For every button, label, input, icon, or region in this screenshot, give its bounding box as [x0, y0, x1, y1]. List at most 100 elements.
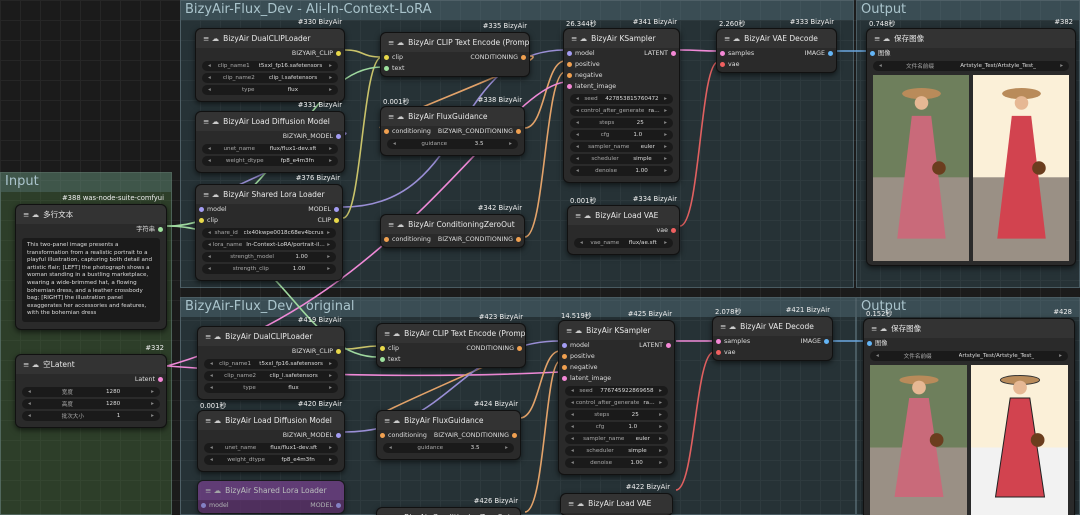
input-slot[interactable]: clip [196, 215, 342, 226]
node-title[interactable]: BizyAir Shared Lora Loader [198, 481, 344, 500]
input-slot[interactable]: negative [564, 70, 679, 81]
output-slot[interactable]: 字符串 [136, 224, 166, 235]
output-slot[interactable]: MODEL [308, 204, 342, 215]
widget[interactable]: unet_name flux/flux1-dev.sft [202, 144, 338, 154]
output-slot[interactable]: BIZYAIR_CLIP [292, 346, 344, 357]
widget[interactable]: control_after_generaterandomize [570, 106, 673, 116]
widget[interactable]: denoise 1.00 [570, 166, 673, 176]
widget[interactable]: 高度 1280 [22, 399, 160, 409]
node-title[interactable]: BizyAir ConditioningZeroOut [381, 215, 524, 234]
output-slot[interactable]: IMAGE [801, 336, 832, 347]
node-title[interactable]: BizyAir Load VAE [561, 494, 672, 513]
input-slot[interactable]: latent_image [564, 81, 679, 92]
node[interactable]: #331 BizyAir BizyAir Load Diffusion Model… [195, 101, 345, 173]
widget[interactable]: guidance 3.5 [383, 443, 514, 453]
node-title[interactable]: BizyAir DualCLIPLoader [198, 327, 344, 346]
widget[interactable]: 宽度 1280 [22, 387, 160, 397]
widget[interactable]: strength_model 1.00 [202, 252, 336, 262]
node-title[interactable]: BizyAir FluxGuidance [381, 107, 524, 126]
widget[interactable]: weight_dtype fp8_e4m3fn [204, 455, 338, 465]
node-title[interactable]: 保存图像 [864, 319, 1074, 338]
input-slot[interactable]: model [198, 500, 344, 511]
widget[interactable]: cfg 1.0 [570, 130, 673, 140]
widget[interactable]: control_after_generaterandomize [565, 398, 668, 408]
node[interactable]: #335 BizyAir BizyAir CLIP Text Encode (Pr… [380, 22, 530, 77]
node-title[interactable]: BizyAir Shared Lora Loader [196, 185, 342, 204]
widget[interactable]: share_id clx40kwpe0018c68ev4bcrus [202, 228, 336, 238]
widget[interactable]: steps 25 [570, 118, 673, 128]
widget[interactable]: 文件名前缀 Artstyle_Test/Artstyle_Test_ [870, 351, 1068, 361]
output-slot[interactable]: vae [657, 225, 679, 236]
output-slot[interactable]: IMAGE [805, 48, 836, 59]
node[interactable]: #424 BizyAirBizyAir FluxGuidanceBIZYAIR_… [376, 400, 521, 460]
input-slot[interactable]: samples [713, 336, 832, 347]
input-slot[interactable]: text [377, 354, 525, 365]
output-slot[interactable]: CONDITIONING [466, 343, 525, 354]
widget[interactable]: steps 25 [565, 410, 668, 420]
multiline-text[interactable]: This two-panel image presents a transfor… [22, 238, 160, 322]
widget[interactable]: seed 776745922869658 [565, 386, 668, 396]
input-slot[interactable]: model [559, 340, 674, 351]
output-slot[interactable]: MODEL [310, 500, 344, 511]
node[interactable]: #376 BizyAirBizyAir Shared Lora LoaderMO… [195, 174, 343, 281]
node-title[interactable]: BizyAir Load Diffusion Model [198, 411, 344, 430]
output-slot[interactable]: BIZYAIR_CONDITIONING [438, 234, 524, 245]
input-slot[interactable]: clip [381, 52, 529, 63]
widget[interactable]: weight_dtype fp8_e4m3fn [202, 156, 338, 166]
node-title[interactable]: BizyAir ConditioningZeroOut [377, 508, 520, 515]
node-title[interactable]: BizyAir VAE Decode [717, 29, 836, 48]
node[interactable]: #342 BizyAirBizyAir ConditioningZeroOutB… [380, 204, 525, 248]
node[interactable]: #420 BizyAir 0.001秒BizyAir Load Diffusion… [197, 400, 345, 472]
widget[interactable]: clip_name2 clip_l.safetensors [202, 73, 338, 83]
input-slot[interactable]: samples [717, 48, 836, 59]
input-slot[interactable]: vae [713, 347, 832, 358]
input-slot[interactable]: model [564, 48, 679, 59]
widget[interactable]: unet_name flux/flux1-dev.sft [204, 443, 338, 453]
node[interactable]: BizyAir Shared Lora Loader MODEL model [197, 480, 345, 514]
node-title[interactable]: BizyAir Load Diffusion Model [196, 112, 344, 131]
widget[interactable]: strength_clip 1.00 [202, 264, 336, 274]
widget[interactable]: vae_name flux/ae.sft [574, 238, 673, 248]
widget[interactable]: clip_name1 t5xxl_fp16.safetensors [202, 61, 338, 71]
input-slot[interactable]: model [196, 204, 342, 215]
node-title[interactable]: BizyAir KSampler [559, 321, 674, 340]
output-slot[interactable]: Latent [135, 374, 166, 385]
node[interactable]: #382 0.748秒保存图像图像文件名前缀 Artstyle_Test/Artst… [866, 18, 1076, 266]
node-title[interactable]: 空Latent [16, 355, 166, 374]
widget[interactable]: type flux [202, 85, 338, 95]
input-slot[interactable]: vae [717, 59, 836, 70]
input-slot[interactable]: conditioning [381, 234, 524, 245]
widget[interactable]: sampler_name euler [565, 434, 668, 444]
widget[interactable]: clip_name2 clip_l.safetensors [204, 371, 338, 381]
node[interactable]: #423 BizyAir BizyAir CLIP Text Encode (Pr… [376, 313, 526, 368]
widget[interactable]: scheduler simple [565, 446, 668, 456]
input-slot[interactable]: 图像 [864, 338, 1074, 349]
widget[interactable]: lora_nameIn-Context-LoRA/portrait-illust… [202, 240, 336, 250]
input-slot[interactable]: negative [559, 362, 674, 373]
input-slot[interactable]: latent_image [559, 373, 674, 384]
node-title[interactable]: BizyAir FluxGuidance [377, 411, 520, 430]
input-slot[interactable]: positive [559, 351, 674, 362]
output-slot[interactable]: CLIP [317, 215, 342, 226]
node-title[interactable]: 多行文本 [16, 205, 166, 224]
output-slot[interactable]: BIZYAIR_MODEL [283, 430, 344, 441]
output-slot[interactable]: CONDITIONING [470, 52, 529, 63]
node[interactable]: #334 BizyAir 0.001秒BizyAir Load VAE vae vae… [567, 195, 680, 255]
output-slot[interactable]: BIZYAIR_CLIP [292, 48, 344, 59]
node-title[interactable]: BizyAir Load VAE [568, 206, 679, 225]
widget[interactable]: guidance 3.5 [387, 139, 518, 149]
widget[interactable]: sampler_name euler [570, 142, 673, 152]
widget[interactable]: denoise 1.00 [565, 458, 668, 468]
widget[interactable]: type flux [204, 383, 338, 393]
node-title[interactable]: BizyAir CLIP Text Encode (Prompt) [381, 33, 529, 52]
widget[interactable]: scheduler simple [570, 154, 673, 164]
node[interactable]: #422 BizyAir BizyAir Load VAE [560, 483, 673, 515]
input-slot[interactable]: conditioning [377, 430, 520, 441]
node[interactable]: #332 空Latent Latent 宽度 1280 高度 1280 批次大小 1 [15, 344, 167, 428]
input-slot[interactable]: clip [377, 343, 525, 354]
